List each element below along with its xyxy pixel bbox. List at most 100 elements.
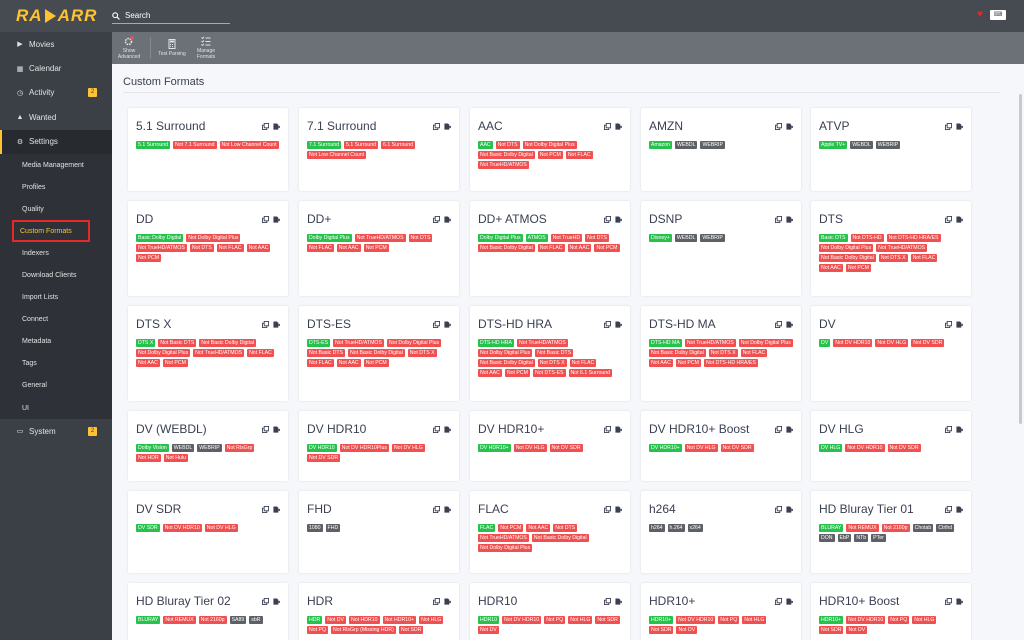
custom-format-card[interactable]: h264 h264 h.264 x264 bbox=[641, 491, 801, 573]
export-icon[interactable] bbox=[444, 122, 451, 130]
custom-format-card[interactable]: DV HDR10+ DV HDR10+ Not DV HLG Not DV SDR bbox=[470, 411, 630, 481]
export-icon[interactable] bbox=[956, 122, 963, 130]
content-scrollbar[interactable] bbox=[1019, 94, 1022, 424]
export-icon[interactable] bbox=[615, 425, 622, 433]
clone-icon[interactable] bbox=[945, 122, 952, 130]
clone-icon[interactable] bbox=[775, 425, 782, 433]
export-icon[interactable] bbox=[956, 597, 963, 605]
custom-format-card[interactable]: DD+ Dolby Digital Plus Not TrueHD/ATMOS Not… bbox=[299, 201, 459, 296]
export-icon[interactable] bbox=[444, 597, 451, 605]
export-icon[interactable] bbox=[273, 597, 280, 605]
search-input[interactable] bbox=[125, 11, 220, 20]
clone-icon[interactable] bbox=[262, 505, 269, 513]
clone-icon[interactable] bbox=[775, 215, 782, 223]
test-parsing-button[interactable]: Test Parsing bbox=[155, 32, 189, 64]
subnav-media-management[interactable]: Media Management bbox=[22, 161, 84, 169]
custom-format-card[interactable]: DTS-ES DTS-ES Not TrueHD/ATMOS Not Dolby Di… bbox=[299, 306, 459, 401]
export-icon[interactable] bbox=[956, 215, 963, 223]
custom-format-card[interactable]: DV SDR DV SDR Not DV HDR10 Not DV HLG bbox=[128, 491, 288, 573]
custom-format-card[interactable]: DD Basic Dolby Digital Not Dolby Digital P… bbox=[128, 201, 288, 296]
export-icon[interactable] bbox=[956, 320, 963, 328]
clone-icon[interactable] bbox=[945, 597, 952, 605]
custom-format-card[interactable]: 7.1 Surround 7.1 Surround 5.1 Surround 6.1 … bbox=[299, 108, 459, 191]
subnav-tags[interactable]: Tags bbox=[22, 360, 37, 368]
clone-icon[interactable] bbox=[775, 320, 782, 328]
custom-format-card[interactable]: DV HLG DV HLG Not DV HDR10 Not DV SDR bbox=[811, 411, 971, 481]
clone-icon[interactable] bbox=[945, 215, 952, 223]
custom-format-card[interactable]: HD Bluray Tier 02 BLURAY Not REMUX Not 2160… bbox=[128, 583, 288, 640]
export-icon[interactable] bbox=[273, 122, 280, 130]
clone-icon[interactable] bbox=[433, 505, 440, 513]
clone-icon[interactable] bbox=[433, 215, 440, 223]
subnav-general[interactable]: General bbox=[22, 382, 47, 390]
export-icon[interactable] bbox=[956, 505, 963, 513]
subnav-metadata[interactable]: Metadata bbox=[22, 338, 52, 346]
clone-icon[interactable] bbox=[604, 320, 611, 328]
custom-format-card[interactable]: FLAC FLAC Not PCM Not AAC Not DTS Not TrueHD/… bbox=[470, 491, 630, 573]
clone-icon[interactable] bbox=[775, 122, 782, 130]
manage-formats-button[interactable]: Manage Formats bbox=[189, 32, 223, 64]
sidebar-item-wanted[interactable]: ▲ Wanted bbox=[0, 105, 112, 129]
clone-icon[interactable] bbox=[433, 597, 440, 605]
clone-icon[interactable] bbox=[604, 215, 611, 223]
subnav-quality[interactable]: Quality bbox=[22, 205, 44, 213]
export-icon[interactable] bbox=[786, 122, 793, 130]
clone-icon[interactable] bbox=[262, 597, 269, 605]
custom-format-card[interactable]: HD Bluray Tier 01 BLURAY Not REMUX Not 2160… bbox=[811, 491, 971, 573]
export-icon[interactable] bbox=[444, 425, 451, 433]
export-icon[interactable] bbox=[615, 122, 622, 130]
subnav-indexers[interactable]: Indexers bbox=[22, 249, 49, 257]
subnav-profiles[interactable]: Profiles bbox=[22, 183, 46, 191]
subnav-ui[interactable]: UI bbox=[22, 404, 29, 412]
subnav-custom-formats[interactable]: Custom Formats bbox=[12, 220, 90, 243]
custom-format-card[interactable]: AMZN Amazon WEBDL WEBRIP bbox=[641, 108, 801, 191]
export-icon[interactable] bbox=[615, 597, 622, 605]
export-icon[interactable] bbox=[444, 320, 451, 328]
export-icon[interactable] bbox=[273, 505, 280, 513]
clone-icon[interactable] bbox=[775, 597, 782, 605]
clone-icon[interactable] bbox=[775, 505, 782, 513]
donate-heart-icon[interactable]: ♥ bbox=[977, 9, 983, 20]
export-icon[interactable] bbox=[786, 505, 793, 513]
custom-format-card[interactable]: ATVP Apple TV+ WEBDL WEBRIP bbox=[811, 108, 971, 191]
sidebar-item-activity[interactable]: ◷ Activity 2 bbox=[0, 81, 112, 105]
sidebar-item-settings[interactable]: ⚙ Settings bbox=[0, 129, 112, 154]
clone-icon[interactable] bbox=[433, 122, 440, 130]
clone-icon[interactable] bbox=[604, 597, 611, 605]
custom-format-card[interactable]: AAC AAC Not DTS Not Dolby Digital Plus Not B… bbox=[470, 108, 630, 191]
sidebar-item-system[interactable]: ▭ System 2 bbox=[0, 419, 112, 443]
custom-format-card[interactable]: DV DV Not DV HDR10 Not DV HLG Not DV SDR bbox=[811, 306, 971, 401]
custom-format-card[interactable]: 5.1 Surround 5.1 Surround Not 7.1 Surround… bbox=[128, 108, 288, 191]
show-advanced-button[interactable]: Show Advanced bbox=[112, 32, 146, 64]
custom-format-card[interactable]: DV HDR10+ Boost DV HDR10+ Not DV HLG Not DV… bbox=[641, 411, 801, 481]
sidebar-item-movies[interactable]: ▶ Movies bbox=[0, 32, 112, 56]
custom-format-card[interactable]: HDR HDR Not DV Not HDR10 Not HDR10+ Not HLG No… bbox=[299, 583, 459, 640]
custom-format-card[interactable]: DV (WEBDL) Dolby Vision WEBDL WEBRIP Not Rls… bbox=[128, 411, 288, 481]
export-icon[interactable] bbox=[444, 505, 451, 513]
custom-format-card[interactable]: DTS-HD MA DTS-HD MA Not TrueHD/ATMOS Not Do… bbox=[641, 306, 801, 401]
clone-icon[interactable] bbox=[433, 425, 440, 433]
clone-icon[interactable] bbox=[945, 320, 952, 328]
custom-format-card[interactable]: DTS X DTS X Not Basic DTS Not Basic Dolby D… bbox=[128, 306, 288, 401]
export-icon[interactable] bbox=[444, 215, 451, 223]
clone-icon[interactable] bbox=[262, 215, 269, 223]
custom-format-card[interactable]: DSNP Disney+ WEBDL WEBRIP bbox=[641, 201, 801, 296]
clone-icon[interactable] bbox=[604, 425, 611, 433]
custom-format-card[interactable]: DV HDR10 DV HDR10 Not DV HDR10Plus Not DV H… bbox=[299, 411, 459, 481]
keyboard-shortcuts-icon[interactable]: ⌨ bbox=[990, 10, 1006, 20]
custom-format-card[interactable]: DTS-HD HRA DTS-HD HRA Not TrueHD/ATMOS Not … bbox=[470, 306, 630, 401]
clone-icon[interactable] bbox=[604, 122, 611, 130]
export-icon[interactable] bbox=[273, 320, 280, 328]
custom-format-card[interactable]: DTS Basic DTS Not DTS-HD Not DTS-HD HRA/ES N… bbox=[811, 201, 971, 296]
clone-icon[interactable] bbox=[433, 320, 440, 328]
custom-format-card[interactable]: HDR10+ Boost HDR10+ Not DV HDR10 Not PQ Not … bbox=[811, 583, 971, 640]
export-icon[interactable] bbox=[786, 320, 793, 328]
clone-icon[interactable] bbox=[945, 505, 952, 513]
radarr-logo[interactable]: RA ARR bbox=[16, 6, 97, 26]
clone-icon[interactable] bbox=[945, 425, 952, 433]
clone-icon[interactable] bbox=[262, 320, 269, 328]
clone-icon[interactable] bbox=[604, 505, 611, 513]
export-icon[interactable] bbox=[273, 425, 280, 433]
custom-format-card[interactable]: HDR10 HDR10 Not DV HDR10 Not PQ Not HLG Not S… bbox=[470, 583, 630, 640]
subnav-download-clients[interactable]: Download Clients bbox=[22, 271, 77, 279]
